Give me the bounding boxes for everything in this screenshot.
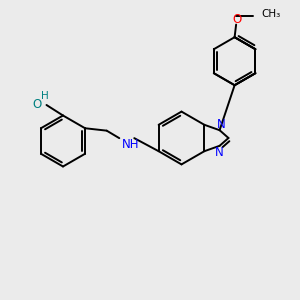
Text: NH: NH	[122, 138, 139, 151]
Text: O: O	[232, 13, 241, 26]
Text: CH₃: CH₃	[261, 9, 280, 19]
Text: O: O	[32, 98, 41, 111]
Text: N: N	[217, 118, 226, 131]
Text: H: H	[41, 92, 49, 101]
Text: N: N	[215, 146, 224, 159]
